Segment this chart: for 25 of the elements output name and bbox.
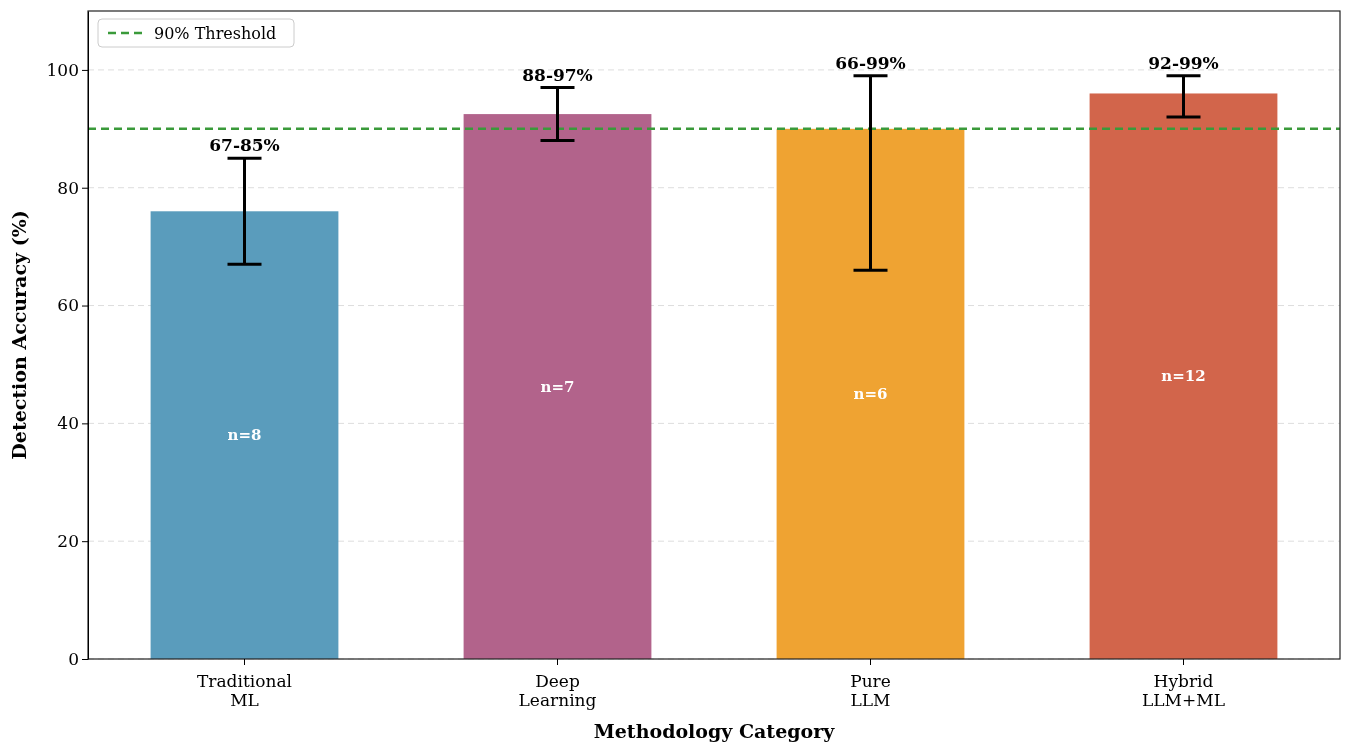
y-tick-label: 100 <box>46 59 79 80</box>
y-tick-label: 20 <box>57 531 79 552</box>
y-tick-label: 80 <box>57 177 79 198</box>
bar <box>463 114 652 659</box>
bar <box>776 128 965 659</box>
y-axis-title: Detection Accuracy (%) <box>8 210 30 460</box>
bar <box>150 211 339 659</box>
x-tick-label: Traditional ML <box>197 671 292 710</box>
legend-label: 90% Threshold <box>154 23 277 43</box>
y-tick-label: 40 <box>57 413 79 434</box>
annotation: 66-99% <box>835 52 906 73</box>
x-tick-label: Deep Learning <box>518 671 597 710</box>
y-tick-label: 60 <box>57 295 79 316</box>
annotation: n=7 <box>540 377 575 396</box>
x-tick-label: Hybrid LLM+ML <box>1142 671 1225 710</box>
annotation: 88-97% <box>522 64 593 85</box>
x-axis-title: Methodology Category <box>593 720 836 742</box>
annotation: 92-99% <box>1148 52 1219 73</box>
x-tick-label: Pure LLM <box>850 671 891 710</box>
annotation: n=8 <box>227 426 262 445</box>
annotation: 67-85% <box>209 135 280 156</box>
bar <box>1089 93 1278 659</box>
annotation: n=12 <box>1161 367 1206 386</box>
y-tick-label: 0 <box>68 648 79 669</box>
annotation: n=6 <box>853 385 888 404</box>
